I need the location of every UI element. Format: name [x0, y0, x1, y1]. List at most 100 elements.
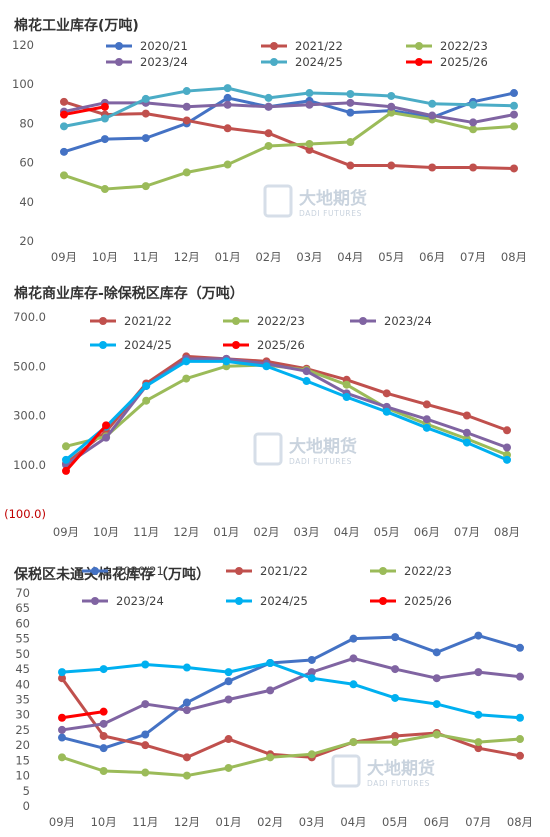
- x-tick-label: 12月: [174, 250, 200, 264]
- legend-label: 2024/25: [295, 55, 343, 69]
- x-tick-label: 01月: [215, 815, 241, 829]
- x-tick-label: 04月: [337, 250, 363, 264]
- y-tick-label: 80: [19, 116, 34, 130]
- y-tick-label: 300.0: [13, 409, 46, 423]
- watermark-logo: 大地期货 DADI FUTURES: [263, 184, 367, 218]
- y-tick-label: 10: [15, 769, 30, 783]
- series-line: [60, 634, 522, 750]
- industrial-inventory-chart: 棉花工业库存(万吨) 大地期货 DADI FUTURES 2020/21 2021…: [12, 17, 527, 264]
- y-tick-label: 500.0: [13, 359, 46, 373]
- data-point: [422, 400, 431, 409]
- data-point: [462, 411, 471, 420]
- x-tick-label: 01月: [213, 525, 239, 539]
- legend-marker: [99, 341, 107, 349]
- legend-label: 2023/24: [140, 55, 188, 69]
- x-tick-label: 05月: [374, 525, 400, 539]
- series-line: [62, 111, 516, 191]
- data-point: [391, 732, 400, 741]
- data-point: [223, 100, 232, 109]
- data-point: [510, 101, 518, 110]
- data-point: [223, 160, 232, 169]
- y-tick-label: 25: [15, 723, 30, 737]
- legend-item: 2021/22: [90, 314, 172, 328]
- data-point: [58, 668, 66, 677]
- series-line: [60, 732, 522, 778]
- data-point: [346, 90, 355, 98]
- data-point: [141, 768, 150, 777]
- y-tick-label: 30: [15, 708, 30, 722]
- data-point: [264, 93, 273, 102]
- x-tick-label: 11月: [132, 815, 158, 829]
- data-point: [307, 668, 316, 677]
- x-tick-label: 07月: [454, 525, 480, 539]
- series-line: [60, 656, 522, 732]
- data-point: [510, 164, 518, 173]
- legend-item: 2020/21: [82, 564, 164, 578]
- data-point: [305, 145, 314, 154]
- data-point: [142, 381, 151, 390]
- legend-label: 2023/24: [116, 594, 164, 608]
- data-point: [391, 633, 400, 642]
- data-point: [58, 674, 66, 683]
- data-point: [62, 442, 70, 451]
- data-point: [100, 185, 109, 194]
- data-point: [387, 91, 396, 100]
- x-tick-label: 01月: [215, 250, 241, 264]
- data-point: [224, 668, 233, 677]
- data-point: [62, 466, 70, 475]
- y-tick-label: 15: [15, 753, 30, 767]
- x-tick-label: 03月: [293, 525, 319, 539]
- watermark-en: DADI FUTURES: [299, 209, 362, 218]
- y-tick-label: 100.0: [13, 458, 46, 472]
- x-tick-label: 10月: [91, 815, 117, 829]
- data-point: [428, 163, 437, 172]
- legend-label: 2022/23: [440, 39, 488, 53]
- legend-label: 2025/26: [404, 594, 452, 608]
- y-tick-label: 100: [12, 77, 34, 91]
- bonded-inventory-chart: 保税区未通关棉花库存（万吨） 大地期货 DADI FUTURES 2020/21…: [13, 564, 533, 829]
- legend-item: 2023/24: [106, 55, 188, 69]
- data-point: [307, 674, 316, 683]
- legend-marker: [379, 597, 387, 605]
- data-point: [99, 732, 108, 741]
- watermark-cn: 大地期货: [367, 758, 435, 779]
- data-point: [182, 698, 191, 707]
- data-point: [382, 389, 391, 398]
- watermark-logo-icon: [263, 184, 293, 218]
- data-point: [60, 97, 68, 106]
- legend-marker: [270, 42, 278, 50]
- legend-marker: [115, 58, 123, 66]
- y-tick-label: 20: [19, 234, 34, 248]
- data-point: [60, 171, 68, 180]
- watermark-logo: 大地期货 DADI FUTURES: [253, 432, 357, 466]
- data-point: [462, 428, 471, 437]
- data-point: [182, 374, 191, 383]
- series-line: [60, 676, 522, 759]
- y-tick-label: 60: [19, 156, 34, 170]
- data-point: [469, 163, 478, 172]
- watermark-en: DADI FUTURES: [289, 457, 352, 466]
- data-point: [428, 111, 437, 120]
- data-point: [432, 674, 441, 683]
- x-tick-label: 02月: [255, 250, 281, 264]
- legend-item: 2025/26: [223, 338, 305, 352]
- x-tick-label: 04月: [340, 815, 366, 829]
- legend-label: 2021/22: [124, 314, 172, 328]
- data-point: [141, 741, 150, 750]
- data-point: [224, 695, 233, 704]
- data-point: [182, 753, 191, 762]
- series-line: [62, 100, 516, 170]
- data-point: [100, 135, 109, 144]
- data-point: [223, 124, 232, 133]
- data-point: [224, 763, 233, 772]
- x-tick-label: 09月: [51, 250, 77, 264]
- legend-label: 2021/22: [295, 39, 343, 53]
- data-point: [391, 738, 400, 747]
- data-point: [346, 108, 355, 117]
- legend-item: 2024/25: [261, 55, 343, 69]
- data-point: [474, 744, 483, 753]
- x-tick-label: 08月: [494, 525, 520, 539]
- x-tick-label: 07月: [465, 815, 491, 829]
- y-tick-label: 700.0: [13, 310, 46, 324]
- legend-label: 2022/23: [257, 314, 305, 328]
